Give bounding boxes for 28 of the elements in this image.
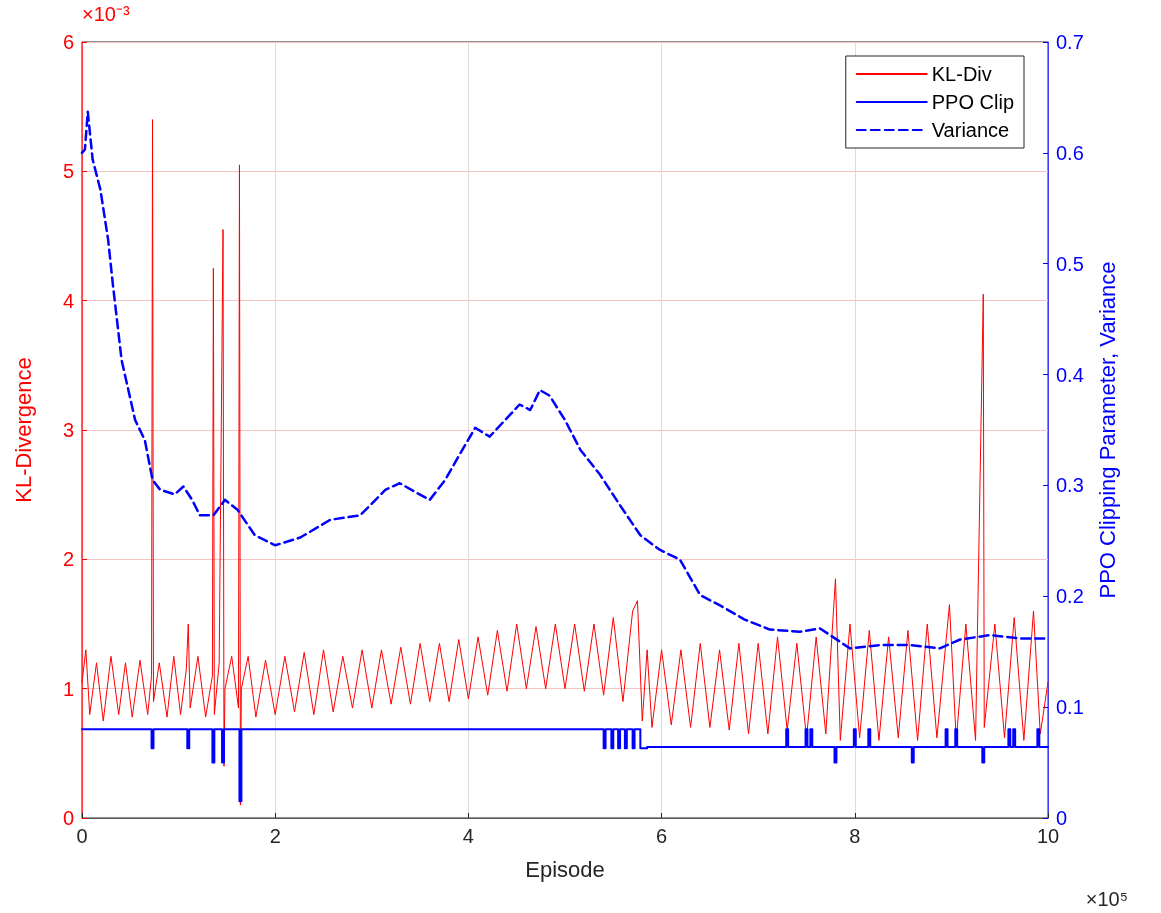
x-tick-label: 8 — [849, 825, 861, 847]
y2-tick-label: 0.2 — [1056, 585, 1084, 608]
y2-axis-title: PPO Clipping Parameter, Variance — [1094, 261, 1120, 599]
y-tick-label: 5 — [62, 160, 74, 183]
x-tick-label: 2 — [269, 825, 281, 847]
y-tick-label: 1 — [62, 677, 74, 700]
x-tick-label: 4 — [462, 825, 474, 847]
y-tick-label: 4 — [62, 289, 74, 312]
y2-tick-label: 0.6 — [1056, 141, 1084, 164]
y2-tick-label: 0.1 — [1056, 696, 1084, 719]
legend-label: KL-Div — [931, 63, 992, 85]
x-axis-title: Episode — [525, 856, 605, 882]
y-axis-title: KL-Divergence — [10, 357, 36, 503]
y2-tick-label: 0.3 — [1056, 474, 1084, 497]
line-series — [81, 119, 1049, 806]
text: ×10⁵ — [1085, 888, 1128, 910]
y-tick-label: 6 — [62, 31, 74, 53]
y2-tick-label: 0.7 — [1056, 31, 1084, 53]
legend-label: Variance — [931, 119, 1010, 141]
x-tick-label: 0 — [76, 825, 88, 847]
y-tick-label: 0 — [62, 807, 74, 829]
y-tick-label: 2 — [62, 548, 74, 571]
legend-label: PPO Clip — [931, 91, 1014, 113]
y-tick-label: 3 — [62, 419, 74, 441]
y2-tick-label: 0.5 — [1056, 252, 1084, 275]
x-tick-label: 6 — [656, 825, 668, 847]
y2-tick-label: 0.4 — [1056, 363, 1084, 386]
text: ×10⁻³ — [82, 3, 130, 25]
